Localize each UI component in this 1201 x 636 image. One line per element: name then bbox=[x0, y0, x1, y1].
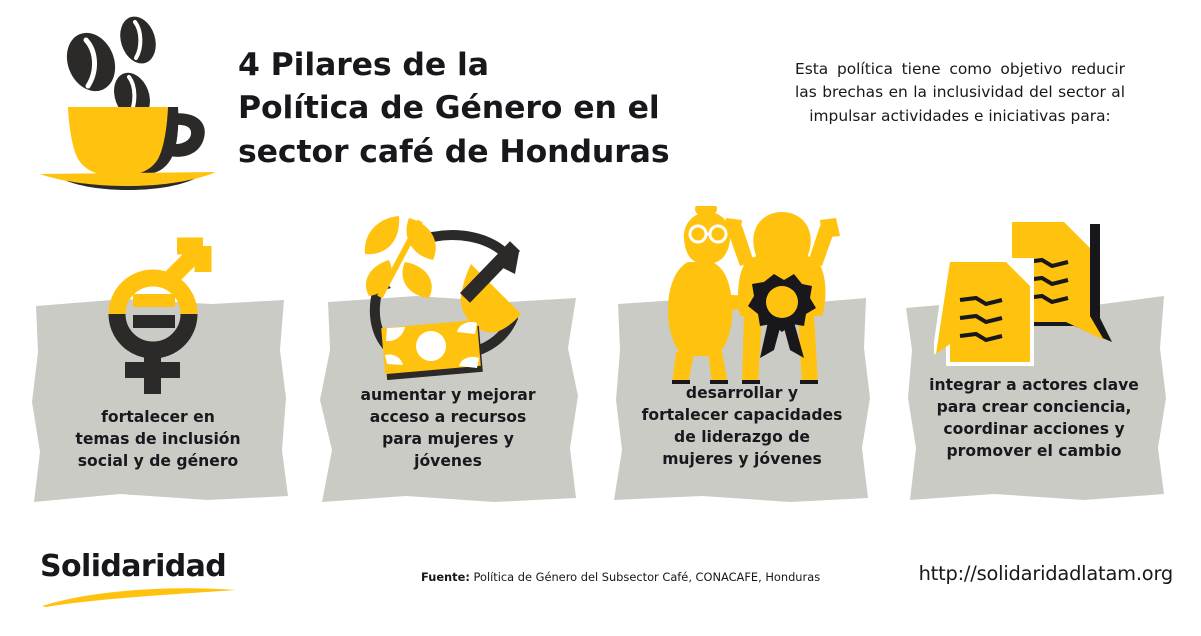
title-line-1: 4 Pilares de la bbox=[238, 47, 489, 83]
pillar-card-1[interactable]: fortalecer en temas de inclusión social … bbox=[12, 200, 304, 530]
intro-paragraph: Esta política tiene como objetivo reduci… bbox=[795, 60, 1125, 125]
title-line-2: Política de Género en el bbox=[238, 90, 660, 127]
pillar-text-4: integrar a actores clave para crear conc… bbox=[904, 374, 1164, 463]
footer-section: Solidaridad Fuente: Política de Género d… bbox=[0, 540, 1201, 636]
source-label: Fuente: bbox=[421, 570, 470, 584]
solidaridad-logo[interactable]: Solidaridad bbox=[40, 552, 270, 610]
pillar-text-line: de liderazgo de bbox=[674, 428, 810, 447]
card-background-shape bbox=[12, 290, 304, 512]
pillar-text-1: fortalecer en temas de inclusión social … bbox=[28, 406, 288, 472]
title-line-3: sector café de Honduras bbox=[238, 133, 670, 170]
speech-bubbles-documents-icon bbox=[888, 222, 1180, 382]
gender-equality-symbol-icon bbox=[12, 236, 304, 396]
source-text: Política de Género del Subsector Café, C… bbox=[473, 570, 821, 584]
pillar-text-line: aumentar y mejorar bbox=[360, 386, 536, 404]
pillar-text-line: fortalecer capacidades bbox=[641, 406, 843, 425]
pillar-text-line: desarrollar y bbox=[685, 384, 799, 402]
two-people-award-icon bbox=[596, 206, 888, 386]
pillar-text-line: para crear conciencia, bbox=[936, 398, 1132, 417]
brand-name: Solidaridad bbox=[40, 549, 227, 584]
pillar-text-2: aumentar y mejorar acceso a recursos par… bbox=[318, 384, 578, 473]
yellow-swoosh-underline-icon bbox=[42, 588, 236, 607]
pillar-text-line: acceso a recursos bbox=[369, 408, 527, 427]
pillar-card-4[interactable]: integrar a actores clave para crear conc… bbox=[888, 200, 1180, 530]
pillar-text-line: temas de inclusión bbox=[75, 430, 241, 449]
pillar-text-line: fortalecer en bbox=[101, 408, 215, 426]
pillar-text-line: para mujeres y bbox=[382, 430, 514, 449]
pillar-text-line: jóvenes bbox=[414, 452, 482, 471]
page-title: 4 Pilares de la Política de Género en el… bbox=[238, 44, 778, 174]
pillar-text-line: promover el cambio bbox=[946, 442, 1122, 461]
pillar-text-3: desarrollar y fortalecer capacidades de … bbox=[612, 382, 872, 471]
pillar-text-line: mujeres y jóvenes bbox=[662, 450, 822, 469]
pillar-text-line: social y de género bbox=[77, 452, 239, 471]
pillar-text-line: coordinar acciones y bbox=[943, 420, 1125, 439]
pillar-card-2[interactable]: aumentar y mejorar acceso a recursos par… bbox=[302, 200, 594, 530]
pillar-card-3[interactable]: desarrollar y fortalecer capacidades de … bbox=[596, 200, 888, 530]
coffee-cup-with-beans-icon bbox=[28, 14, 218, 194]
plant-money-shovel-cycle-icon bbox=[302, 212, 594, 380]
source-note: Fuente: Política de Género del Subsector… bbox=[421, 570, 820, 584]
pillars-section: fortalecer en temas de inclusión social … bbox=[0, 200, 1201, 530]
website-url[interactable]: http://solidaridadlatam.org bbox=[918, 562, 1174, 585]
pillar-text-line: integrar a actores clave bbox=[929, 376, 1139, 394]
